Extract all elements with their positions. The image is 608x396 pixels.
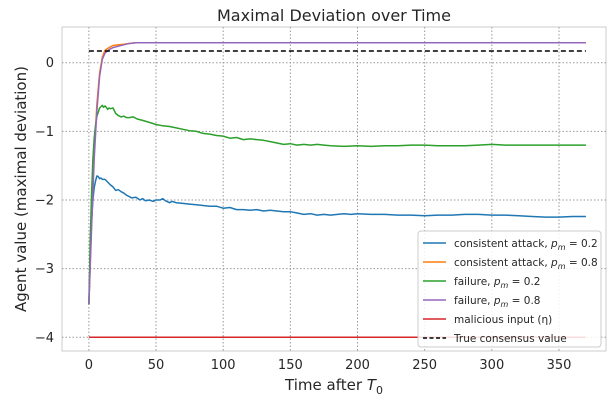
legend-entry: consistent attack, pm = 0.8 <box>454 257 598 271</box>
x-tick-label: 150 <box>278 358 303 373</box>
y-tick-label: 0 <box>46 56 54 71</box>
x-tick-label: 300 <box>479 358 504 373</box>
legend-entry-value: = 0.2 <box>566 238 598 250</box>
y-axis-label: Agent value (maximal deviation) <box>12 66 30 312</box>
legend-entry-text: consistent attack, <box>454 238 551 250</box>
legend-entry: malicious input (η) <box>454 314 552 326</box>
legend-entry-symbol: p <box>493 276 501 288</box>
x-tick-label: 50 <box>148 358 165 373</box>
series-line-1 <box>88 175 586 305</box>
legend-entry: failure, pm = 0.8 <box>454 295 540 309</box>
y-tick-label: −2 <box>35 193 54 208</box>
legend-entry-text: consistent attack, <box>454 257 551 269</box>
y-tick-label: −1 <box>35 125 54 140</box>
x-axis-label: Time after T0 <box>284 376 383 396</box>
legend-entry-subscript: m <box>558 262 566 271</box>
legend-entry-subscript: m <box>501 281 509 290</box>
legend-entry-value: = 0.8 <box>566 257 598 269</box>
x-axis-label-symbol: T <box>367 376 378 394</box>
x-tick-label: 350 <box>547 358 572 373</box>
legend-entry-subscript: m <box>501 300 509 309</box>
legend-entry-symbol: p <box>550 257 558 269</box>
x-axis-label-text: Time after <box>284 376 367 394</box>
legend-box <box>417 230 602 348</box>
x-tick-label: 0 <box>85 358 93 373</box>
x-tick-label: 100 <box>211 358 236 373</box>
legend-entry-text: malicious input (η) <box>454 314 552 326</box>
legend-entry-text: failure, <box>454 276 494 288</box>
y-axis-ticks: 0 −1 −2 −3 −4 <box>35 56 54 346</box>
legend-entry-subscript: m <box>558 243 566 252</box>
y-tick-label: −3 <box>35 262 54 277</box>
chart-title: Maximal Deviation over Time <box>217 6 451 25</box>
legend-entry: True consensus value <box>453 333 567 345</box>
legend-entry-symbol: p <box>550 238 558 250</box>
legend-entry-symbol: p <box>493 295 501 307</box>
legend-entry: failure, pm = 0.2 <box>454 276 540 290</box>
y-tick-label: −4 <box>35 331 54 346</box>
legend-entry: consistent attack, pm = 0.2 <box>454 238 598 252</box>
x-tick-label: 250 <box>412 358 437 373</box>
series-layer <box>88 42 586 339</box>
series-line-4 <box>88 42 586 305</box>
legend-entry-text: failure, <box>454 295 494 307</box>
legend-entry-value: = 0.8 <box>508 295 540 307</box>
x-axis-label-subscript: 0 <box>376 384 383 396</box>
series-line-3 <box>88 104 586 305</box>
legend-entry-text: True consensus value <box>453 333 567 345</box>
x-axis-ticks: 0 50 100 150 200 250 300 350 <box>85 358 572 373</box>
legend-entry-value: = 0.2 <box>508 276 540 288</box>
x-tick-label: 200 <box>345 358 370 373</box>
